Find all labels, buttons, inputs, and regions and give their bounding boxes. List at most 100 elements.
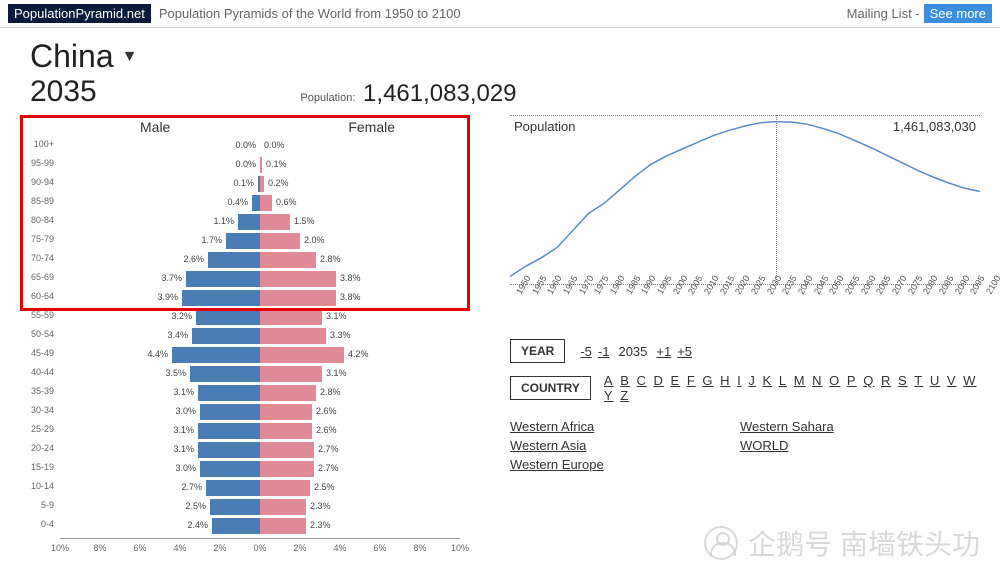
country-selector[interactable]: China — [30, 38, 114, 75]
x-tick: 10% — [451, 543, 469, 553]
male-bar — [200, 404, 260, 420]
region-link[interactable]: Western Sahara — [740, 419, 970, 434]
alpha-letter[interactable]: U — [930, 373, 940, 388]
age-label: 50-54 — [22, 329, 54, 339]
female-bar — [260, 309, 322, 325]
year-step[interactable]: +5 — [677, 344, 692, 359]
age-label: 75-79 — [22, 234, 54, 244]
pyramid-row: 1.7%2.0% — [60, 232, 460, 250]
alpha-letter[interactable]: Y — [604, 388, 614, 403]
site-logo[interactable]: PopulationPyramid.net — [8, 4, 151, 23]
male-pct: 0.0% — [235, 159, 258, 169]
male-bar — [226, 233, 260, 249]
male-pct: 3.5% — [165, 368, 188, 378]
chevron-down-icon[interactable]: ▼ — [122, 48, 138, 66]
alpha-letter[interactable]: B — [620, 373, 630, 388]
male-bar — [198, 442, 260, 458]
year-step[interactable]: -1 — [598, 344, 610, 359]
age-label: 60-64 — [22, 291, 54, 301]
alpha-letter[interactable]: F — [687, 373, 696, 388]
female-bar — [260, 366, 322, 382]
alpha-letter[interactable]: P — [847, 373, 857, 388]
alpha-letter[interactable]: G — [702, 373, 713, 388]
year-box-label: YEAR — [510, 339, 565, 363]
female-bar — [260, 423, 312, 439]
male-pct: 3.1% — [173, 444, 196, 454]
alpha-letter[interactable]: L — [779, 373, 787, 388]
top-bar: PopulationPyramid.net Population Pyramid… — [0, 0, 1000, 28]
male-bar — [206, 480, 260, 496]
male-bar — [200, 461, 260, 477]
alpha-letter[interactable]: S — [898, 373, 908, 388]
male-pct: 0.1% — [233, 178, 256, 188]
region-link[interactable]: WORLD — [740, 438, 970, 453]
see-more-button[interactable]: See more — [924, 4, 992, 23]
alpha-letter[interactable]: K — [763, 373, 773, 388]
male-pct: 3.0% — [175, 406, 198, 416]
age-label: 95-99 — [22, 158, 54, 168]
alpha-letter[interactable]: J — [748, 373, 756, 388]
pyramid-row: 3.1% 2.7% — [60, 441, 460, 459]
pyramid-row: 3.4%3.3% — [60, 327, 460, 345]
male-pct: 2.6% — [183, 254, 206, 264]
alpha-letter[interactable]: I — [737, 373, 742, 388]
alpha-letter[interactable]: O — [829, 373, 840, 388]
year-step[interactable]: -5 — [580, 344, 592, 359]
pyramid-row: 3.0%2.7% — [60, 460, 460, 478]
female-pct: 2.7% — [316, 444, 339, 454]
alpha-letter[interactable]: R — [881, 373, 891, 388]
female-pct: 0.1% — [264, 159, 287, 169]
male-bar — [192, 328, 260, 344]
pyramid-row: 3.7%3.8% — [60, 270, 460, 288]
male-pct: 3.1% — [173, 425, 196, 435]
mailing-list-label: Mailing List - — [847, 6, 920, 21]
age-label: 70-74 — [22, 253, 54, 263]
alpha-letter[interactable]: W — [963, 373, 976, 388]
female-bar — [260, 157, 262, 173]
pyramid-row: 0.0%0.0% — [60, 137, 460, 155]
alpha-letter[interactable]: Z — [620, 388, 629, 403]
pyramid-row: 4.4%4.2% — [60, 346, 460, 364]
alpha-letter[interactable]: H — [720, 373, 730, 388]
female-bar — [260, 480, 310, 496]
alpha-letter[interactable]: Q — [863, 373, 874, 388]
female-pct: 3.1% — [324, 368, 347, 378]
alpha-letter[interactable]: V — [947, 373, 957, 388]
alpha-letter[interactable]: M — [794, 373, 806, 388]
selected-year: 2035 — [30, 75, 97, 109]
age-label: 85-89 — [22, 196, 54, 206]
alpha-letter[interactable]: T — [914, 373, 923, 388]
alpha-letter[interactable]: A — [604, 373, 614, 388]
alpha-letter[interactable]: E — [671, 373, 681, 388]
female-pct: 2.3% — [308, 501, 331, 511]
region-link[interactable]: Western Europe — [510, 457, 740, 472]
population-pyramid-chart: Male Female 100+0.0%0.0%95-990.0%0.1%90-… — [20, 115, 470, 556]
age-label: 45-49 — [22, 348, 54, 358]
pyramid-row: 2.6%2.8% — [60, 251, 460, 269]
pyramid-row: 0.0% 0.1% — [60, 156, 460, 174]
trend-x-tick[interactable]: 2100 — [984, 274, 1000, 296]
page-header: China ▼ 2035 Population: 1,461,083,029 — [0, 28, 1000, 115]
male-bar — [190, 366, 260, 382]
x-tick: 6% — [133, 543, 146, 553]
region-link[interactable]: Western Asia — [510, 438, 740, 453]
year-step[interactable]: +1 — [656, 344, 671, 359]
alpha-letter[interactable]: N — [812, 373, 822, 388]
age-label: 0-4 — [22, 519, 54, 529]
male-pct: 3.1% — [173, 387, 196, 397]
age-label: 40-44 — [22, 367, 54, 377]
alpha-letter[interactable]: C — [636, 373, 646, 388]
female-pct: 2.3% — [308, 520, 331, 530]
region-link[interactable]: Western Africa — [510, 419, 740, 434]
pyramid-row: 3.9%3.8% — [60, 289, 460, 307]
pyramid-row: 3.2%3.1% — [60, 308, 460, 326]
male-pct: 2.5% — [185, 501, 208, 511]
pyramid-row: 2.5% 2.3% — [60, 498, 460, 516]
female-pct: 3.1% — [324, 311, 347, 321]
female-pct: 2.6% — [314, 406, 337, 416]
year-marker-line — [776, 115, 777, 284]
alpha-letter[interactable]: D — [654, 373, 664, 388]
male-pct: 3.9% — [157, 292, 180, 302]
site-subtitle: Population Pyramids of the World from 19… — [159, 6, 847, 21]
male-bar — [252, 195, 260, 211]
